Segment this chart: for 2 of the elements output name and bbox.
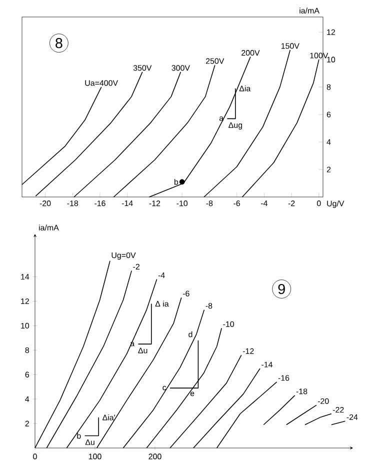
annotation: 9 (278, 284, 285, 294)
annotation: 8 (56, 38, 62, 48)
